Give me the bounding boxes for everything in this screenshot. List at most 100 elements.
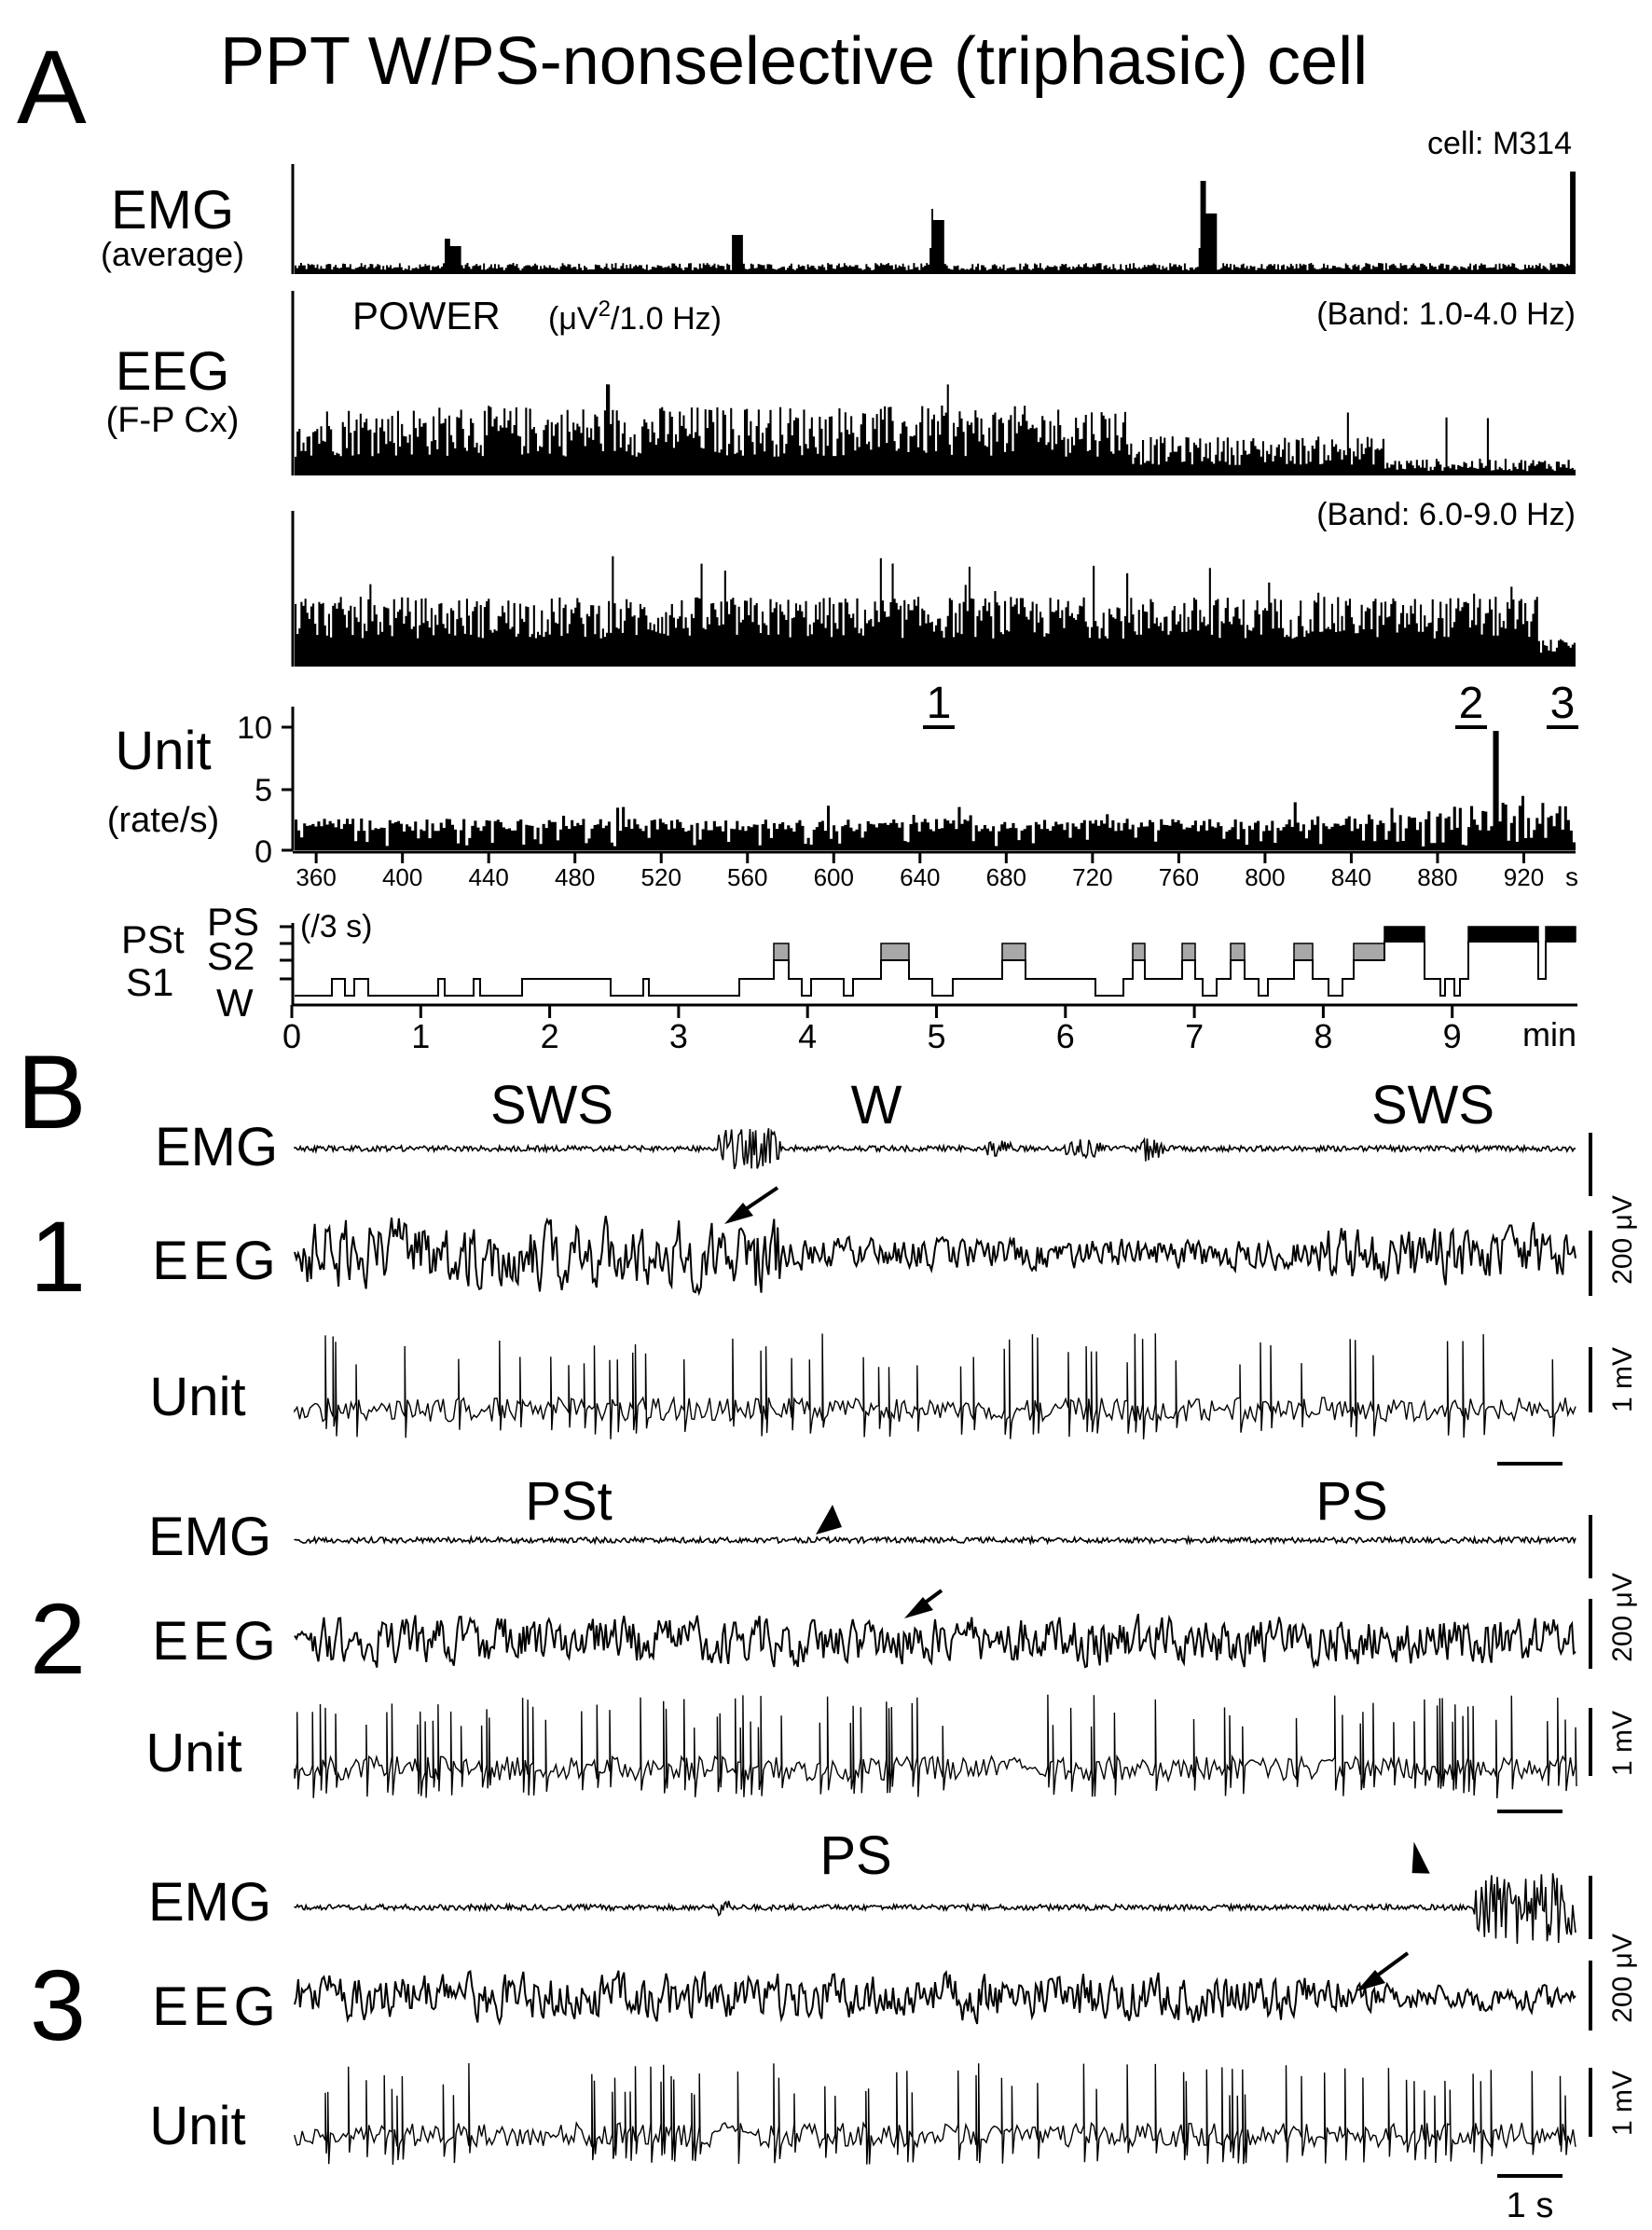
band1-label: (Band: 1.0-4.0 Hz) xyxy=(1316,296,1576,332)
hyp-s2-segment xyxy=(1132,943,1146,961)
hyp-s2-segment xyxy=(1181,943,1196,961)
hyp-s2-segment xyxy=(880,943,910,961)
row2-voltage-scale-label: 200 μV xyxy=(1607,1573,1638,1662)
panel-a-letter: A xyxy=(17,29,87,145)
hyp-xtick-label: 8 xyxy=(1314,1017,1332,1055)
eeg-power-unit: (μV2/1.0 Hz) xyxy=(548,296,722,337)
hyp-xtick-label: 0 xyxy=(282,1017,301,1055)
hyp-level-s1: S1 xyxy=(126,960,173,1004)
unit-label: Unit xyxy=(115,721,211,781)
hyp-level-s2: S2 xyxy=(207,934,255,978)
hyp-x-unit: min xyxy=(1522,1015,1576,1053)
row1-eeg-arrowhead xyxy=(724,1203,753,1224)
unit-xtick-label: 920 xyxy=(1504,863,1544,891)
row1-unit-label: Unit xyxy=(149,1367,245,1427)
unit-xtick-label: 800 xyxy=(1245,863,1285,891)
hyp-ps-segment xyxy=(1545,926,1576,943)
row2-unit-label: Unit xyxy=(145,1723,241,1783)
row1-voltage-scale-label: 200 μV xyxy=(1607,1195,1638,1285)
unit-xtick-label: 840 xyxy=(1331,863,1371,891)
hyp-bin-label: (/3 s) xyxy=(300,909,372,944)
row2-eeg-label: EEG xyxy=(152,1611,281,1672)
unit-xtick-label: 720 xyxy=(1072,863,1112,891)
hyp-level-ps: PS xyxy=(207,900,259,943)
row1-eeg-label: EEG xyxy=(152,1231,281,1291)
marker-1: 1 xyxy=(927,679,952,728)
row3-number: 3 xyxy=(30,1948,86,2061)
hyp-ps-segment xyxy=(1384,926,1425,943)
row3-state-ps: PS xyxy=(819,1825,891,1886)
time-scale-label: 1 s xyxy=(1507,2186,1554,2225)
hyp-xtick-label: 4 xyxy=(798,1017,817,1055)
row1-unit-trace xyxy=(294,1333,1576,1439)
panel-b-letter: B xyxy=(17,1034,87,1150)
hyp-pst-label: PSt xyxy=(121,917,185,961)
hyp-s2-segment xyxy=(1293,943,1314,961)
hyp-xtick-label: 2 xyxy=(541,1017,559,1055)
eeg-band1-power-trace xyxy=(295,384,1576,475)
unit-y-ticks: 10 5 0 xyxy=(237,710,293,870)
row2-state-ps: PS xyxy=(1315,1471,1387,1532)
row1-eeg-trace xyxy=(294,1216,1576,1297)
power-unit-sup: 2 xyxy=(599,296,611,322)
row1-unit-scale-label: 1 mV xyxy=(1607,1347,1638,1412)
hyp-xtick-label: 9 xyxy=(1443,1017,1462,1055)
unit-xtick-label: 360 xyxy=(296,863,336,891)
hyp-xtick-label: 3 xyxy=(669,1017,688,1055)
row3-unit-label: Unit xyxy=(149,2096,245,2156)
row3-eeg-label: EEG xyxy=(152,1976,281,2037)
row1-state-sws-right: SWS xyxy=(1371,1075,1494,1136)
row1-number: 1 xyxy=(30,1200,86,1313)
unit-x-unit: s xyxy=(1565,862,1578,891)
unit-xtick-label: 520 xyxy=(641,863,681,891)
unit-xtick-label: 440 xyxy=(468,863,508,891)
row2-eeg-arrowhead xyxy=(904,1597,933,1618)
band2-label: (Band: 6.0-9.0 Hz) xyxy=(1316,497,1576,532)
eeg-sublabel: (F-P Cx) xyxy=(106,401,240,440)
row2-emg-trace xyxy=(294,1535,1576,1546)
row2-eeg-trace xyxy=(294,1613,1576,1670)
row3-unit-trace xyxy=(294,2063,1576,2166)
hypnogram-shading xyxy=(773,926,1576,961)
cell-label: cell: M314 xyxy=(1427,126,1572,161)
unit-xtick-label: 560 xyxy=(727,863,767,891)
hypnogram-trace xyxy=(295,941,1576,997)
ytick-0: 0 xyxy=(255,834,272,870)
row1-emg-trace xyxy=(294,1128,1576,1170)
row3-eeg-trace xyxy=(294,1970,1576,2026)
row1-emg-label: EMG xyxy=(155,1117,278,1177)
row3-eeg-arrowhead xyxy=(1356,1970,1385,1991)
unit-xtick-label: 760 xyxy=(1159,863,1199,891)
unit-rate-trace xyxy=(295,731,1576,850)
row3-emg-arrowhead xyxy=(1411,1841,1430,1874)
power-unit-post: /1.0 Hz) xyxy=(611,301,722,337)
eeg-label: EEG xyxy=(116,341,230,402)
hyp-level-w: W xyxy=(216,981,254,1025)
emg-label: EMG xyxy=(111,180,234,241)
unit-xtick-label: 640 xyxy=(900,863,940,891)
ytick-5: 5 xyxy=(255,773,272,808)
hyp-s2-segment xyxy=(1353,943,1385,961)
row2-number: 2 xyxy=(30,1582,86,1695)
hyp-y-ticks xyxy=(280,923,295,1005)
hyp-ps-segment xyxy=(1467,926,1539,943)
hyp-s2-segment xyxy=(1001,943,1026,961)
emg-average-trace xyxy=(295,172,1576,274)
unit-x-ticks: 360 400 440 480 520 560 600 640 680 720 760 800 840 8… xyxy=(296,852,1544,891)
unit-xtick-label: 680 xyxy=(986,863,1026,891)
row3-unit-scale-label: 1 mV xyxy=(1607,2071,1638,2136)
figure-title: PPT W/PS-nonselective (triphasic) cell xyxy=(220,24,1368,99)
row3-emg-label: EMG xyxy=(148,1872,271,1933)
hyp-xtick-label: 7 xyxy=(1185,1017,1204,1055)
row2-unit-scale-label: 1 mV xyxy=(1607,1711,1638,1776)
hyp-xtick-label: 6 xyxy=(1056,1017,1075,1055)
marker-3: 3 xyxy=(1550,679,1576,728)
unit-xtick-label: 600 xyxy=(814,863,854,891)
row2-unit-trace xyxy=(294,1694,1577,1798)
row2-emg-label: EMG xyxy=(148,1507,271,1567)
ytick-10: 10 xyxy=(237,710,272,746)
hyp-x-ticks: 0 1 2 3 4 5 6 7 8 9 xyxy=(282,1005,1462,1055)
hyp-xtick-label: 5 xyxy=(927,1017,945,1055)
unit-xtick-label: 480 xyxy=(555,863,595,891)
marker-2: 2 xyxy=(1459,679,1484,728)
